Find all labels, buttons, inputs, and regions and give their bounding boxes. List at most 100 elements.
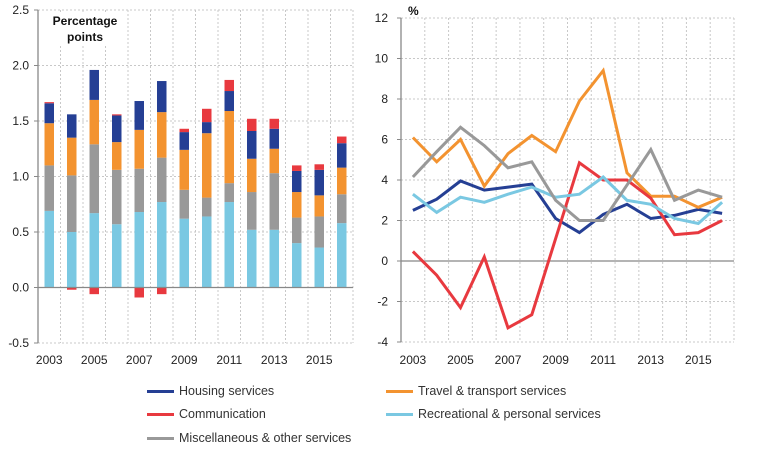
right-y-tick-label: 12 bbox=[375, 11, 389, 25]
right-y-tick-labels: 12 10 8 6 4 2 0 -2 -4 bbox=[375, 11, 389, 349]
legend-swatch-recreational bbox=[386, 412, 413, 416]
left-x-tick-label: 2011 bbox=[216, 353, 242, 367]
left-unit-label-line2: points bbox=[67, 30, 103, 44]
bar-communication-2009 bbox=[179, 128, 189, 133]
legend-item-housing: Housing services bbox=[147, 384, 274, 398]
legend-item-miscellaneous: Miscellaneous & other services bbox=[147, 431, 351, 445]
bar-travel-and-transport-services-2004 bbox=[67, 137, 77, 176]
legend-label-housing: Housing services bbox=[179, 384, 275, 398]
bar-housing-services-2011 bbox=[224, 91, 234, 112]
bar-miscellaneous-and-other-services-2012 bbox=[247, 192, 257, 230]
bar-recreational-and-personal-services-2012 bbox=[247, 229, 257, 288]
bar-travel-and-transport-services-2011 bbox=[224, 111, 234, 184]
bar-miscellaneous-and-other-services-2010 bbox=[202, 197, 212, 217]
bar-communication-2005 bbox=[89, 287, 99, 295]
left-y-tick-label: 2.0 bbox=[12, 59, 29, 73]
right-x-tick-label: 2003 bbox=[400, 353, 427, 367]
legend-swatch-housing bbox=[147, 389, 174, 393]
legend-label-travel: Travel & transport services bbox=[418, 384, 567, 398]
bar-housing-services-2009 bbox=[179, 132, 189, 150]
bar-communication-2016 bbox=[337, 136, 347, 144]
left-x-tick-label: 2015 bbox=[306, 353, 333, 367]
right-lines bbox=[411, 67, 724, 330]
bar-housing-services-2003 bbox=[44, 103, 54, 124]
bar-travel-and-transport-services-2012 bbox=[247, 158, 257, 193]
right-y-tick-label: 6 bbox=[381, 133, 388, 147]
left-gridlines bbox=[38, 9, 354, 344]
bar-miscellaneous-and-other-services-2011 bbox=[224, 183, 234, 203]
bar-communication-2006 bbox=[112, 114, 122, 116]
left-y-tick-labels: 2.5 2.0 1.5 1.0 0.5 0.0 -0.5 bbox=[8, 3, 29, 350]
bar-miscellaneous-and-other-services-2015 bbox=[314, 216, 324, 248]
bar-travel-and-transport-services-2014 bbox=[292, 192, 302, 218]
right-x-tick-label: 2015 bbox=[685, 353, 712, 367]
right-y-tick-label: -4 bbox=[377, 335, 388, 349]
bar-communication-2008 bbox=[157, 287, 167, 295]
left-y-tick-label: 1.5 bbox=[12, 114, 29, 128]
right-y-tick-label: 8 bbox=[381, 92, 388, 106]
bar-communication-2014 bbox=[292, 165, 302, 171]
bar-recreational-and-personal-services-2003 bbox=[44, 210, 54, 288]
bar-travel-and-transport-services-2013 bbox=[269, 148, 279, 174]
bar-housing-services-2004 bbox=[67, 114, 77, 138]
bar-recreational-and-personal-services-2015 bbox=[314, 247, 324, 288]
right-y-tick-label: 0 bbox=[381, 254, 388, 268]
legend-swatch-travel bbox=[386, 389, 413, 393]
right-x-tick-labels: 2003 2005 2007 2009 2011 2013 2015 bbox=[400, 353, 712, 367]
left-y-tick-label: -0.5 bbox=[8, 336, 29, 350]
bar-housing-services-2015 bbox=[314, 169, 324, 196]
right-y-tick-label: 2 bbox=[381, 214, 388, 228]
left-axes bbox=[34, 9, 353, 344]
bar-miscellaneous-and-other-services-2007 bbox=[134, 168, 144, 213]
bar-housing-services-2008 bbox=[157, 81, 167, 113]
bar-recreational-and-personal-services-2013 bbox=[269, 229, 279, 288]
bar-communication-2015 bbox=[314, 164, 324, 170]
left-x-tick-labels: 2003 2005 2007 2009 2011 2013 2015 bbox=[36, 353, 333, 367]
bar-recreational-and-personal-services-2007 bbox=[134, 212, 144, 288]
bar-recreational-and-personal-services-2005 bbox=[89, 213, 99, 288]
bar-miscellaneous-and-other-services-2004 bbox=[67, 175, 77, 232]
bar-travel-and-transport-services-2008 bbox=[157, 112, 167, 158]
left-bars bbox=[44, 69, 347, 298]
legend-swatch-communication bbox=[147, 412, 174, 416]
bar-housing-services-2014 bbox=[292, 170, 302, 193]
left-x-tick-label: 2005 bbox=[81, 353, 108, 367]
right-unit-label: % bbox=[408, 4, 419, 18]
line-communication bbox=[411, 160, 723, 330]
left-unit-label-line1: Percentage bbox=[53, 14, 118, 28]
right-x-tick-label: 2009 bbox=[542, 353, 569, 367]
bar-miscellaneous-and-other-services-2016 bbox=[337, 194, 347, 224]
bar-housing-services-2010 bbox=[202, 122, 212, 134]
legend-item-communication: Communication bbox=[147, 407, 266, 421]
line-travel-and-transport-services bbox=[411, 67, 723, 209]
bar-travel-and-transport-services-2009 bbox=[179, 149, 189, 190]
bar-miscellaneous-and-other-services-2008 bbox=[157, 157, 167, 203]
left-x-tick-label: 2003 bbox=[36, 353, 63, 367]
bar-communication-2013 bbox=[269, 118, 279, 129]
bar-miscellaneous-and-other-services-2009 bbox=[179, 189, 189, 219]
bar-travel-and-transport-services-2005 bbox=[89, 99, 99, 145]
bar-miscellaneous-and-other-services-2013 bbox=[269, 173, 279, 230]
legend-item-recreational: Recreational & personal services bbox=[386, 407, 601, 421]
bar-travel-and-transport-services-2015 bbox=[314, 195, 324, 217]
bar-housing-services-2007 bbox=[134, 101, 144, 130]
bar-miscellaneous-and-other-services-2006 bbox=[112, 169, 122, 225]
legend-item-travel: Travel & transport services bbox=[386, 384, 566, 398]
bar-recreational-and-personal-services-2010 bbox=[202, 216, 212, 288]
bar-recreational-and-personal-services-2009 bbox=[179, 218, 189, 288]
right-y-tick-label: -2 bbox=[377, 295, 388, 309]
bar-recreational-and-personal-services-2004 bbox=[67, 232, 77, 288]
legend-label-recreational: Recreational & personal services bbox=[418, 407, 601, 421]
right-x-tick-label: 2005 bbox=[447, 353, 474, 367]
bar-travel-and-transport-services-2016 bbox=[337, 167, 347, 195]
bar-miscellaneous-and-other-services-2005 bbox=[89, 144, 99, 214]
left-x-tick-label: 2009 bbox=[171, 353, 198, 367]
bar-travel-and-transport-services-2007 bbox=[134, 129, 144, 169]
bar-recreational-and-personal-services-2014 bbox=[292, 243, 302, 288]
right-x-tick-label: 2007 bbox=[495, 353, 522, 367]
bar-communication-2007 bbox=[134, 287, 144, 298]
bar-housing-services-2005 bbox=[89, 69, 99, 100]
bar-travel-and-transport-services-2006 bbox=[112, 142, 122, 170]
bar-travel-and-transport-services-2003 bbox=[44, 123, 54, 166]
